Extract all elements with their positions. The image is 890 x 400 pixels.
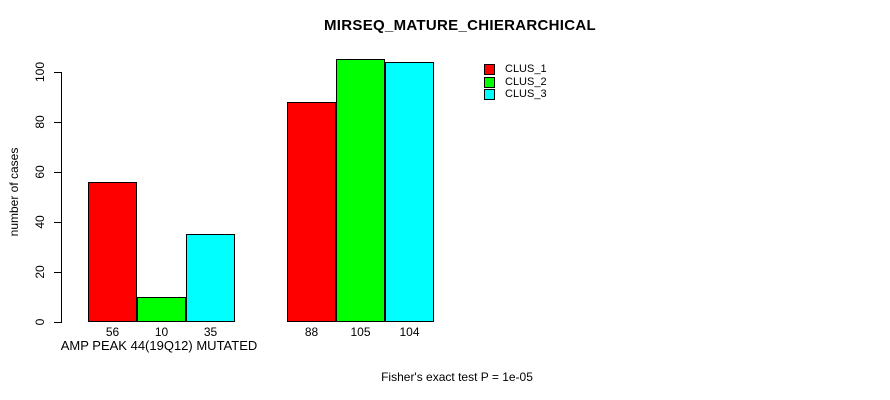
y-axis-title: number of cases: [7, 147, 21, 237]
bar-clus_1-group2: [287, 102, 336, 322]
bar-clus_1-group1: [88, 182, 137, 322]
y-axis-tick-label: 60: [33, 165, 47, 179]
annotation-fishers-test: Fisher's exact test P = 1e-05: [381, 370, 533, 384]
y-axis-tick-label: 80: [33, 115, 47, 129]
y-axis-tick: [54, 122, 62, 123]
legend-label: CLUS_1: [505, 63, 547, 75]
legend: CLUS_1 CLUS_2 CLUS_3: [484, 64, 547, 102]
bar-value-label: 10: [154, 325, 169, 339]
group1-category-label: AMP PEAK 44(19Q12) MUTATED: [60, 338, 258, 353]
bar-clus_2-group2: [336, 59, 385, 322]
bar-clus_3-group2: [385, 62, 434, 322]
legend-label: CLUS_3: [505, 88, 547, 100]
y-axis-tick: [54, 172, 62, 173]
legend-swatch-icon: [484, 76, 495, 88]
bar-value-label: 56: [105, 325, 120, 339]
legend-row-clus_1: CLUS_1: [484, 64, 547, 75]
bar-clus_3-group1: [186, 234, 235, 322]
bar-value-label: 88: [304, 325, 319, 339]
y-axis-tick-label: 20: [33, 265, 47, 279]
legend-row-clus_2: CLUS_2: [484, 75, 547, 88]
bar-value-label: 104: [399, 325, 420, 339]
bar-value-label: 105: [350, 325, 371, 339]
legend-label: CLUS_2: [505, 75, 547, 88]
y-axis-tick-label: 100: [33, 61, 47, 83]
chart-title: MIRSEQ_MATURE_CHIERARCHICAL: [324, 17, 596, 34]
y-axis-tick-label: 0: [33, 318, 47, 326]
legend-swatch-icon: [484, 89, 495, 100]
legend-row-clus_3: CLUS_3: [484, 89, 547, 100]
bar-clus_2-group1: [137, 297, 186, 322]
y-axis-tick: [54, 72, 62, 73]
y-axis-tick-label: 40: [33, 215, 47, 229]
legend-swatch-icon: [484, 64, 495, 75]
y-axis-tick: [54, 222, 62, 223]
bar-value-label: 35: [203, 325, 218, 339]
y-axis-tick: [54, 322, 62, 323]
y-axis-line: [61, 72, 62, 323]
y-axis-tick: [54, 272, 62, 273]
